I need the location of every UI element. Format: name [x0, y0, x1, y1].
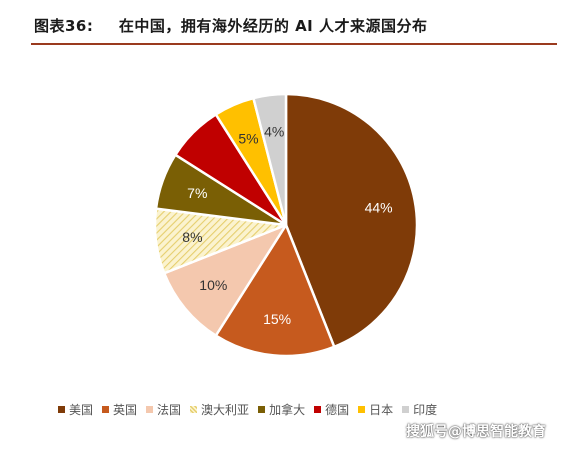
- legend-item-3: 澳大利亚: [190, 401, 249, 418]
- legend-swatch-2: [146, 406, 154, 413]
- slice-label-0: 44%: [365, 199, 393, 215]
- pie-slice-0: [284, 92, 419, 349]
- slice-label-2: 10%: [199, 277, 227, 293]
- legend-label-5: 德国: [325, 403, 350, 417]
- legend-swatch-4: [258, 406, 266, 413]
- legend-item-6: 日本: [358, 401, 393, 418]
- slice-label-1: 15%: [263, 311, 291, 327]
- pie-chart: 44% 15% 10% 8% 7% 7% 5% 4%: [153, 92, 419, 358]
- legend-swatch-0: [58, 406, 65, 413]
- legend-swatch-6: [358, 406, 366, 413]
- legend-label-1: 英国: [113, 403, 138, 417]
- pie-slices: [153, 92, 419, 358]
- legend-item-4: 加拿大: [258, 401, 305, 418]
- legend-swatch-7: [402, 406, 410, 413]
- legend-label-6: 日本: [369, 403, 394, 417]
- legend-label-4: 加拿大: [269, 403, 306, 417]
- slice-label-4: 7%: [187, 185, 207, 201]
- chart-title: 在中国，拥有海外经历的 AI 人才来源国分布: [118, 17, 428, 35]
- slice-label-7: 4%: [264, 123, 284, 139]
- pie-labels: 44% 15% 10% 8% 7% 7% 5% 4%: [182, 123, 392, 327]
- figure-title: 图表36: 在中国，拥有海外经历的 AI 人才来源国分布: [34, 15, 427, 36]
- slice-label-5: 7%: [209, 150, 229, 166]
- legend-item-1: 英国: [102, 401, 137, 418]
- legend-item-0: 美国: [58, 401, 93, 418]
- legend-swatch-3: [190, 406, 198, 413]
- legend-label-0: 美国: [69, 403, 94, 417]
- legend-swatch-5: [314, 406, 322, 413]
- legend-label-3: 澳大利亚: [201, 403, 250, 417]
- watermark: 搜狐号@博思智能教育: [406, 424, 546, 440]
- legend-label-7: 印度: [413, 403, 438, 417]
- legend-item-2: 法国: [146, 401, 181, 418]
- legend-swatch-1: [102, 406, 110, 413]
- title-divider: [31, 43, 557, 45]
- legend-item-5: 德国: [314, 401, 349, 418]
- chart-legend: 美国 英国 法国 澳大利亚 加拿大 德国 日本 印度: [58, 401, 446, 418]
- slice-label-6: 5%: [238, 130, 258, 146]
- pie-slice-1: [214, 223, 336, 358]
- slice-label-3: 8%: [182, 229, 202, 245]
- legend-item-7: 印度: [402, 401, 437, 418]
- pie-slice-7: [252, 92, 288, 227]
- figure-number: 图表36:: [34, 17, 94, 35]
- pie-slice-2: [162, 223, 288, 337]
- legend-label-2: 法国: [157, 403, 182, 417]
